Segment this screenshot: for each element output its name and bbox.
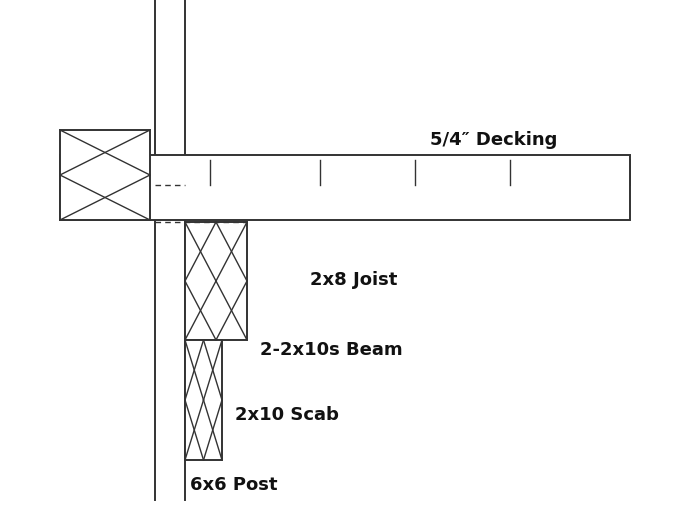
Bar: [185, 222, 247, 340]
Bar: [60, 155, 630, 220]
Text: 6x6 Post: 6x6 Post: [190, 476, 277, 494]
Bar: [60, 160, 630, 185]
Text: 2-2x10s Beam: 2-2x10s Beam: [260, 341, 403, 359]
Bar: [185, 340, 222, 460]
Text: 5/4″ Decking: 5/4″ Decking: [430, 131, 558, 149]
Text: 2x10 Scab: 2x10 Scab: [235, 406, 339, 424]
Text: 2x8 Joist: 2x8 Joist: [310, 271, 397, 289]
Bar: [60, 130, 150, 220]
